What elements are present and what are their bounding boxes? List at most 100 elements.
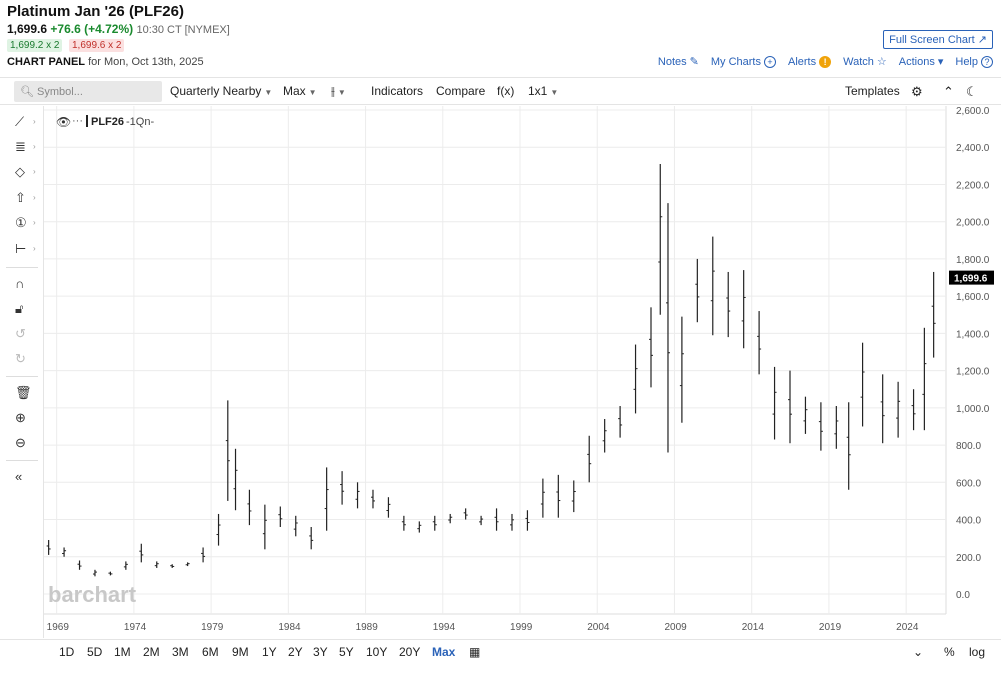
range-3y-button[interactable]: 3Y bbox=[313, 645, 328, 659]
function-button[interactable]: f(x) bbox=[497, 84, 515, 98]
collapse-up-icon[interactable]: ⌃ bbox=[943, 84, 954, 99]
x-tick-label: 1999 bbox=[510, 622, 533, 633]
chevron-right-icon: › bbox=[33, 244, 36, 253]
y-tick-label: 200.0 bbox=[956, 553, 981, 564]
gear-icon[interactable]: ⚙ bbox=[911, 84, 923, 99]
search-icon: 🔍︎ bbox=[20, 86, 34, 98]
collapse-sidebar-button[interactable]: « bbox=[15, 469, 37, 487]
arrow-tool[interactable]: ⇧ › bbox=[15, 190, 37, 208]
y-tick-label: 400.0 bbox=[956, 516, 981, 527]
range-max-button[interactable]: Max bbox=[432, 645, 456, 659]
ohlc-bar bbox=[494, 508, 499, 531]
double-chevron-down-icon[interactable]: ⌄ bbox=[913, 645, 924, 659]
ohlc-bar bbox=[587, 435, 592, 483]
lock-tool[interactable]: 🔓︎ bbox=[15, 301, 37, 319]
range-5d-button[interactable]: 5D bbox=[87, 645, 103, 659]
range-dropdown[interactable]: Max ▼ bbox=[283, 84, 317, 98]
zoom-in-button[interactable]: ⊕ bbox=[15, 410, 37, 428]
ohlc-bar bbox=[525, 510, 530, 531]
annotation-tool[interactable]: ① › bbox=[15, 215, 37, 233]
full-screen-chart-button[interactable]: Full Screen Chart ↗ bbox=[883, 30, 993, 49]
fibonacci-tool[interactable]: ≣ › bbox=[15, 139, 37, 157]
percent-toggle[interactable]: % bbox=[944, 645, 955, 659]
y-tick-label: 1,400.0 bbox=[956, 329, 990, 340]
redo-icon: ↻ bbox=[15, 351, 26, 366]
actions-label: Actions bbox=[898, 55, 935, 68]
ohlc-bar bbox=[931, 271, 936, 358]
caret-down-icon: ▾ bbox=[937, 56, 944, 68]
redo-button[interactable]: ↻ bbox=[15, 351, 37, 369]
bid-badge: 1,699.2 x 2 bbox=[7, 39, 63, 52]
ohlc-bar bbox=[922, 327, 927, 431]
x-tick-label: 2014 bbox=[742, 622, 765, 633]
range-10y-button[interactable]: 10Y bbox=[366, 645, 388, 659]
barchart-watermark: barchart bbox=[48, 582, 137, 607]
numbered-circle-icon: ① bbox=[15, 215, 27, 230]
ohlc-bar bbox=[540, 478, 545, 518]
divider bbox=[6, 376, 38, 377]
indicators-button[interactable]: Indicators bbox=[371, 84, 424, 98]
ohlc-bar bbox=[62, 547, 67, 557]
ohlc-bar bbox=[695, 258, 700, 323]
trend-line-tool[interactable]: ⟋ › bbox=[15, 114, 37, 132]
measure-icon: ⊢ bbox=[15, 241, 27, 256]
undo-button[interactable]: ↺ bbox=[15, 326, 37, 344]
ohlc-bar bbox=[880, 374, 885, 444]
actions-menu[interactable]: Actions ▾ bbox=[898, 55, 944, 69]
line-icon: ⟋ bbox=[15, 114, 25, 129]
period-dropdown[interactable]: Quarterly Nearby ▼ bbox=[170, 84, 272, 98]
alerts-link[interactable]: Alerts! bbox=[788, 55, 832, 68]
symbol-search-input[interactable]: 🔍︎ Symbol... bbox=[14, 81, 162, 102]
x-tick-label: 1994 bbox=[433, 622, 456, 633]
more-icon[interactable]: ··· bbox=[72, 115, 83, 127]
eye-icon[interactable]: 👁︎ bbox=[56, 115, 71, 129]
y-tick-label: 1,000.0 bbox=[956, 404, 990, 415]
ohlc-bar bbox=[185, 562, 190, 567]
ask-badge: 1,699.6 x 2 bbox=[69, 39, 125, 52]
range-2y-button[interactable]: 2Y bbox=[288, 645, 303, 659]
chevron-right-icon: › bbox=[33, 193, 36, 202]
watch-link[interactable]: Watch ☆ bbox=[843, 55, 887, 69]
my-charts-link[interactable]: My Charts + bbox=[711, 55, 776, 68]
y-tick-label: 1,200.0 bbox=[956, 367, 990, 378]
x-tick-label: 2004 bbox=[587, 622, 610, 633]
chevron-down-icon: ▼ bbox=[264, 88, 273, 97]
compare-button[interactable]: Compare bbox=[436, 84, 486, 98]
delete-button[interactable]: 🗑︎ bbox=[15, 385, 37, 403]
ohlc-bar bbox=[233, 448, 238, 511]
price-chart[interactable]: 2,600.0 2,400.0 2,200.0 2,000.0 1,800.0 1,600… bbox=[44, 106, 1001, 638]
help-link[interactable]: Help? bbox=[955, 55, 993, 68]
chart-area[interactable]: 2,600.0 2,400.0 2,200.0 2,000.0 1,800.0 1,600… bbox=[44, 106, 1001, 638]
price-change: +76.6 (+4.72%) bbox=[50, 22, 134, 36]
x-tick-label: 2019 bbox=[819, 622, 842, 633]
range-20y-button[interactable]: 20Y bbox=[399, 645, 421, 659]
watch-label: Watch bbox=[843, 55, 874, 68]
range-1y-button[interactable]: 1Y bbox=[262, 645, 277, 659]
chart-panel-label: CHART PANEL for Mon, Oct 13th, 2025 bbox=[7, 56, 204, 68]
layout-dropdown[interactable]: 1x1 ▼ bbox=[528, 84, 558, 98]
shape-tool[interactable]: ◇ › bbox=[15, 164, 37, 182]
ohlc-bar bbox=[633, 344, 638, 414]
range-5y-button[interactable]: 5Y bbox=[339, 645, 354, 659]
calendar-icon[interactable]: ▦ bbox=[469, 645, 481, 659]
range-1m-button[interactable]: 1M bbox=[114, 645, 131, 659]
zoom-out-button[interactable]: ⊖ bbox=[15, 435, 37, 453]
range-2m-button[interactable]: 2M bbox=[143, 645, 160, 659]
log-toggle[interactable]: log bbox=[969, 645, 986, 659]
range-6m-button[interactable]: 6M bbox=[202, 645, 219, 659]
notes-link[interactable]: Notes ✎ bbox=[658, 55, 699, 69]
edit-icon: ✎ bbox=[689, 56, 699, 68]
chart-type-dropdown[interactable]: ⫲ ▼ bbox=[331, 84, 346, 99]
magnet-tool[interactable]: ∩ bbox=[15, 276, 37, 294]
ohlc-bar bbox=[262, 504, 267, 550]
range-3m-button[interactable]: 3M bbox=[172, 645, 189, 659]
y-tick-label: 2,600.0 bbox=[956, 106, 990, 117]
last-price-box bbox=[949, 270, 994, 285]
ohlc-bar bbox=[726, 271, 731, 338]
dark-mode-icon[interactable]: ☾ bbox=[966, 84, 978, 99]
range-9m-button[interactable]: 9M bbox=[232, 645, 249, 659]
range-1d-button[interactable]: 1D bbox=[59, 645, 75, 659]
templates-button[interactable]: Templates bbox=[845, 84, 900, 98]
measure-tool[interactable]: ⊢ › bbox=[15, 241, 37, 259]
period-label: Quarterly Nearby bbox=[170, 84, 262, 98]
